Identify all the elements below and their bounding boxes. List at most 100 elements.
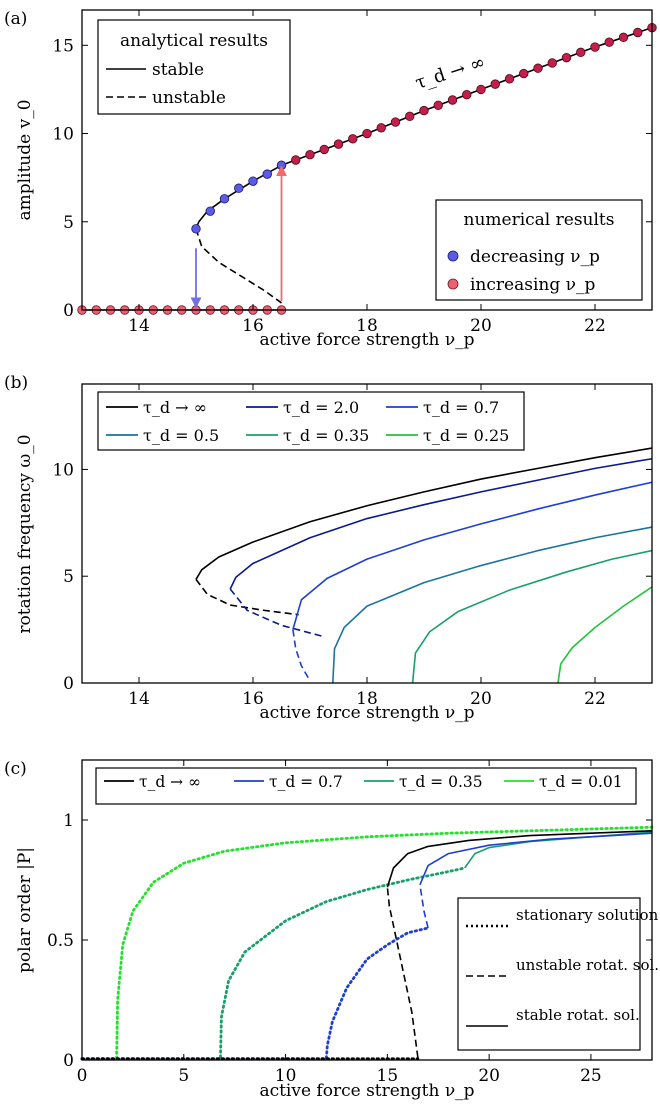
series-2-unstable-line	[292, 629, 311, 682]
panel-b-x-ticks: 14 16 18 20 22	[128, 384, 606, 709]
x-tick-label: 5	[178, 1066, 189, 1086]
panel-a-annotation: τ_d → ∞	[413, 52, 488, 94]
style-stationary-label: stationary solution	[516, 906, 659, 924]
x-tick-label: 18	[356, 316, 378, 336]
decreasing-point	[276, 160, 287, 170]
panel-b-ylabel: rotation frequency ω_0	[15, 434, 35, 633]
y-tick-label: 15	[52, 36, 74, 56]
decreasing-point	[248, 176, 258, 186]
series-2-stationary-line	[80, 866, 467, 1061]
panel-a-arrows	[190, 165, 287, 309]
increasing-point	[447, 95, 458, 105]
legend-decreasing-label: decreasing ν_p	[470, 247, 600, 267]
legend-label-1: τ_d = 2.0	[283, 398, 359, 417]
y-tick-label: 0	[63, 674, 74, 694]
legend-analytical: analytical results stable unstable	[97, 19, 291, 115]
increasing-point	[291, 155, 301, 165]
panel-c: (c) 0 5 10 15 20 25 00.51 active force streng…	[4, 759, 659, 1101]
x-tick-label: 20	[470, 689, 492, 709]
style-stable-label: stable rotat. sol.	[516, 1006, 640, 1024]
series-0-unstable-line	[386, 887, 419, 1058]
panel-c-legend: τ_d → ∞ τ_d = 0.7 τ_d = 0.35 τ_d = 0.01	[95, 767, 637, 805]
style-unstable-label: unstable rotat. sol.	[516, 956, 659, 974]
x-tick-label: 25	[580, 1066, 602, 1086]
increasing-point	[590, 42, 600, 52]
increasing-point	[504, 74, 515, 84]
panel-c-legend-box	[95, 767, 637, 805]
decreasing-point	[205, 206, 215, 216]
increasing-point	[305, 150, 315, 160]
x-tick-label: 20	[470, 316, 492, 336]
x-tick-label: 22	[584, 689, 606, 709]
series-0-stable-line	[386, 830, 653, 888]
increasing-point	[604, 37, 614, 47]
panel-c-style-legend: stationary solution unstable rotat. sol.…	[457, 897, 659, 1051]
series-3-stable-line	[332, 526, 653, 684]
panel-b-legend-items: τ_d → ∞ τ_d = 2.0 τ_d = 0.7 τ_d = 0.5 τ_d = …	[106, 398, 509, 445]
legend-analytical-box	[97, 19, 291, 115]
increasing-point	[561, 52, 572, 63]
x-tick-label: 16	[242, 316, 264, 336]
panel-c-tag: (c)	[4, 759, 27, 779]
increasing-point	[576, 47, 586, 58]
y-tick-label: 10	[52, 125, 74, 145]
series-0-stable-line	[195, 447, 653, 580]
increasing-point	[519, 68, 529, 79]
series-1-unstable-line	[229, 588, 322, 637]
series-4-stable-line	[411, 549, 653, 684]
series-5-stable-line	[557, 586, 653, 684]
increasing-point	[362, 128, 372, 139]
legend-analytical-title: analytical results	[120, 31, 268, 51]
legend-stable-label: stable	[152, 60, 204, 80]
x-tick-label: 14	[128, 316, 150, 336]
x-tick-label: 16	[242, 689, 264, 709]
increasing-point	[405, 111, 415, 122]
decreasing-point	[191, 224, 201, 234]
panel-a: (a) 14 16 18 20 22 0 5 10 15 active force stren…	[4, 9, 657, 350]
x-tick-label: 10	[275, 1066, 297, 1086]
decreasing-point	[219, 194, 230, 204]
legend-label-2: τ_d = 0.7	[423, 398, 499, 417]
increasing-point	[533, 63, 543, 73]
legend-label-1: τ_d = 0.7	[269, 773, 343, 791]
panel-a-x-ticks: 14 16 18 20 22	[128, 10, 606, 336]
legend-decreasing-marker	[447, 250, 459, 262]
y-tick-label: 10	[52, 460, 74, 480]
series-1-unstable-line	[419, 884, 429, 929]
panel-c-style-legend-box	[457, 897, 641, 1051]
x-tick-label: 22	[584, 316, 606, 336]
x-tick-label: 15	[377, 1066, 399, 1086]
panel-b-series	[195, 447, 653, 684]
legend-label-0: τ_d → ∞	[143, 398, 207, 417]
panel-a-xlabel: active force strength ν_p	[259, 330, 474, 350]
series-1-stationary-line	[80, 926, 430, 1061]
panel-a-y-ticks: 0 5 10 15	[52, 36, 652, 321]
series-2-stable-line	[464, 831, 653, 869]
legend-label-3: τ_d = 0.5	[143, 426, 219, 445]
panel-a-ylabel: amplitude v_0	[15, 99, 35, 220]
x-tick-label: 20	[478, 1066, 500, 1086]
series-2-stable-line	[292, 481, 653, 630]
y-tick-label: 5	[63, 213, 74, 233]
x-tick-label: 14	[128, 689, 150, 709]
decreasing-point	[234, 183, 244, 193]
panel-c-frame	[81, 759, 653, 1061]
increasing-point	[348, 134, 358, 144]
series-1-stable-line	[419, 832, 653, 886]
legend-label-4: τ_d = 0.35	[283, 426, 369, 445]
panel-b: (b) 14 16 18 20 22 0 5 10 active force strengt…	[4, 373, 653, 723]
increasing-point	[419, 105, 429, 116]
panel-b-legend: τ_d → ∞ τ_d = 2.0 τ_d = 0.7 τ_d = 0.5 τ_d = …	[97, 391, 525, 451]
panel-c-legend-items: τ_d → ∞ τ_d = 0.7 τ_d = 0.35 τ_d = 0.01	[104, 773, 623, 791]
unstable-branch-line	[195, 228, 282, 304]
x-tick-label: 0	[77, 1066, 88, 1086]
legend-unstable-label: unstable	[152, 88, 226, 108]
increasing-point	[319, 144, 329, 155]
legend-label-2: τ_d = 0.35	[399, 773, 483, 791]
panel-a-tag: (a)	[4, 9, 27, 29]
increasing-point	[376, 123, 386, 133]
panel-c-series	[80, 825, 654, 1061]
legend-increasing-marker	[447, 278, 459, 290]
increasing-point	[462, 90, 472, 100]
